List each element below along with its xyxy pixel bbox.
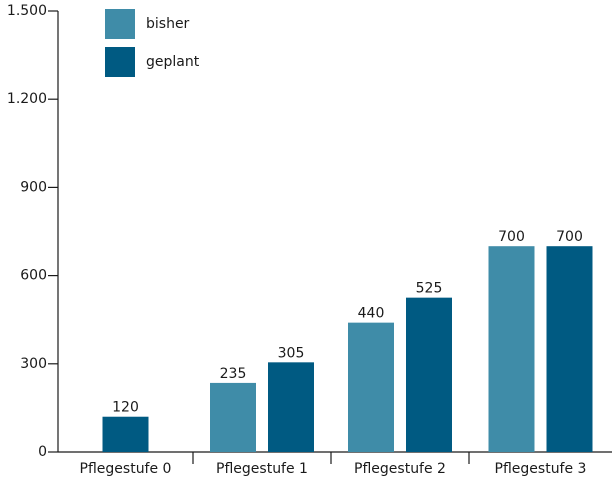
legend-label-geplant: geplant bbox=[146, 54, 200, 70]
legend: bisher geplant bbox=[105, 9, 200, 77]
legend-label-bisher: bisher bbox=[146, 16, 190, 32]
data-label-geplant-3: 700 bbox=[556, 229, 583, 245]
y-tick-label: 0 bbox=[38, 444, 47, 460]
data-label-bisher-1: 235 bbox=[220, 366, 247, 382]
bar-bisher-1 bbox=[210, 382, 256, 452]
data-label-bisher-3: 700 bbox=[498, 229, 525, 245]
bar-bisher-3 bbox=[488, 246, 535, 452]
x-tick-label: Pflegestufe 2 bbox=[354, 461, 446, 477]
bars bbox=[102, 246, 593, 452]
x-tick-label: Pflegestufe 1 bbox=[216, 461, 308, 477]
data-label-geplant-2: 525 bbox=[416, 281, 443, 297]
x-tick-label: Pflegestufe 0 bbox=[80, 461, 172, 477]
data-labels: 120 235 305 440 525 700 700 bbox=[112, 229, 583, 416]
bar-geplant-3 bbox=[546, 246, 593, 452]
y-axis: 0 300 600 900 1.200 1.500 bbox=[7, 3, 59, 460]
x-axis: Pflegestufe 0 Pflegestufe 1 Pflegestufe 2 P… bbox=[58, 451, 612, 477]
y-tick-label: 1.500 bbox=[7, 3, 47, 19]
y-tick-label: 900 bbox=[20, 179, 47, 195]
x-tick-label: Pflegestufe 3 bbox=[495, 461, 587, 477]
bar-bisher-2 bbox=[348, 322, 394, 452]
y-tick-label: 600 bbox=[20, 268, 47, 284]
data-label-bisher-2: 440 bbox=[358, 306, 385, 322]
y-tick-label: 300 bbox=[20, 356, 47, 372]
legend-swatch-geplant bbox=[105, 47, 135, 77]
data-label-geplant-0: 120 bbox=[112, 400, 139, 416]
bar-geplant-2 bbox=[406, 297, 452, 452]
bar-geplant-0 bbox=[102, 416, 149, 452]
data-label-geplant-1: 305 bbox=[278, 345, 305, 361]
legend-swatch-bisher bbox=[105, 9, 135, 39]
bar-geplant-1 bbox=[268, 362, 314, 452]
y-tick-label: 1.200 bbox=[7, 91, 47, 107]
